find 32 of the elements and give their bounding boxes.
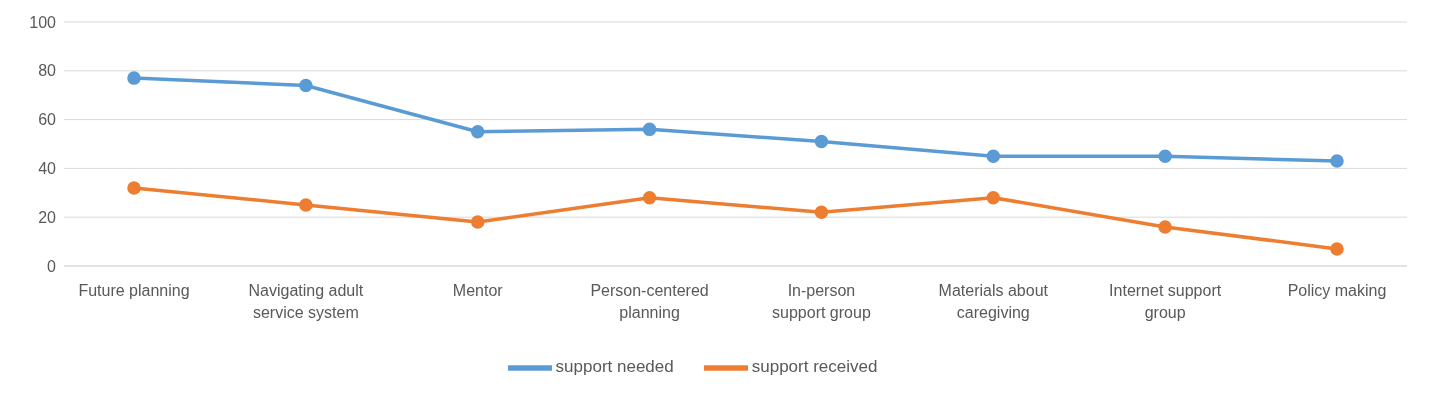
x-tick-label: In-person support group <box>772 282 871 321</box>
point <box>642 190 657 205</box>
x-tick-label: Future planning <box>78 282 190 299</box>
y-tick-label: 20 <box>38 208 57 226</box>
x-tick-label: Mentor <box>452 282 504 299</box>
point <box>1158 149 1172 163</box>
point <box>1158 220 1172 234</box>
y-tick-label: 40 <box>38 160 57 178</box>
point <box>1330 154 1344 168</box>
y-tick-label: 60 <box>38 111 57 129</box>
y-tick-label: 100 <box>29 13 57 31</box>
legend-label: support needed <box>555 357 674 377</box>
point <box>642 122 657 137</box>
point <box>127 181 141 195</box>
point <box>814 134 829 149</box>
point <box>814 205 829 220</box>
point <box>127 71 141 85</box>
x-tick-label: Person-centered planning <box>590 282 709 321</box>
point <box>470 125 485 139</box>
x-tick-label: Navigating adult service system <box>248 282 364 321</box>
point <box>299 78 313 93</box>
legend-label: support received <box>751 357 878 377</box>
point <box>299 198 313 212</box>
x-tick-label: Policy making <box>1287 282 1387 299</box>
point <box>986 190 1001 205</box>
y-tick-label: 80 <box>38 62 57 80</box>
x-tick-label: Materials about caregiving <box>938 282 1049 321</box>
point <box>1330 242 1344 256</box>
point <box>470 215 485 229</box>
point <box>986 149 1001 163</box>
y-tick-label: 0 <box>47 257 57 275</box>
x-tick-label: Internet support group <box>1109 282 1222 321</box>
